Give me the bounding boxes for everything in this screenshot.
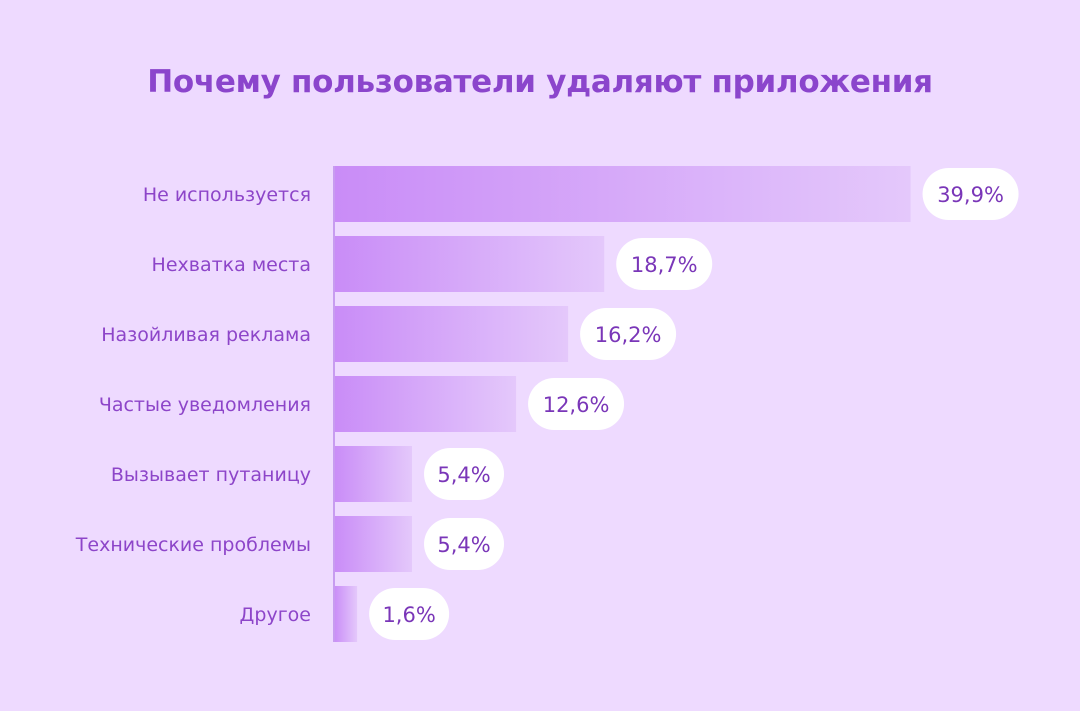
category-label: Не используется [143, 184, 311, 206]
bar [334, 166, 911, 222]
category-label: Вызывает путаницу [111, 464, 311, 486]
bars-layer: Не используется 39,9% Нехватка места 18,7% Н… [75, 166, 1019, 642]
value-pill [616, 238, 713, 290]
bar [334, 236, 605, 292]
value-label: 5,4% [437, 533, 490, 557]
value-pill [424, 448, 505, 500]
value-label: 5,4% [437, 463, 490, 487]
category-label: Нехватка места [152, 254, 311, 276]
value-pill [922, 168, 1019, 220]
bar [334, 446, 413, 502]
value-label: 16,2% [595, 323, 662, 347]
value-label: 18,7% [631, 253, 698, 277]
value-label: 39,9% [937, 183, 1004, 207]
value-pill [424, 518, 505, 570]
category-label: Другое [240, 604, 311, 626]
category-label: Назойливая реклама [101, 324, 311, 346]
bar [334, 516, 413, 572]
bar [334, 306, 569, 362]
value-pill [528, 378, 625, 430]
value-pill [580, 308, 677, 360]
bar [334, 586, 358, 642]
value-label: 1,6% [382, 603, 435, 627]
value-label: 12,6% [543, 393, 610, 417]
bar [334, 376, 517, 432]
value-pill [369, 588, 450, 640]
category-label: Частые уведомления [99, 394, 311, 416]
category-label: Технические проблемы [75, 534, 311, 556]
chart-title: Почему пользователи удаляют приложения [147, 64, 933, 100]
